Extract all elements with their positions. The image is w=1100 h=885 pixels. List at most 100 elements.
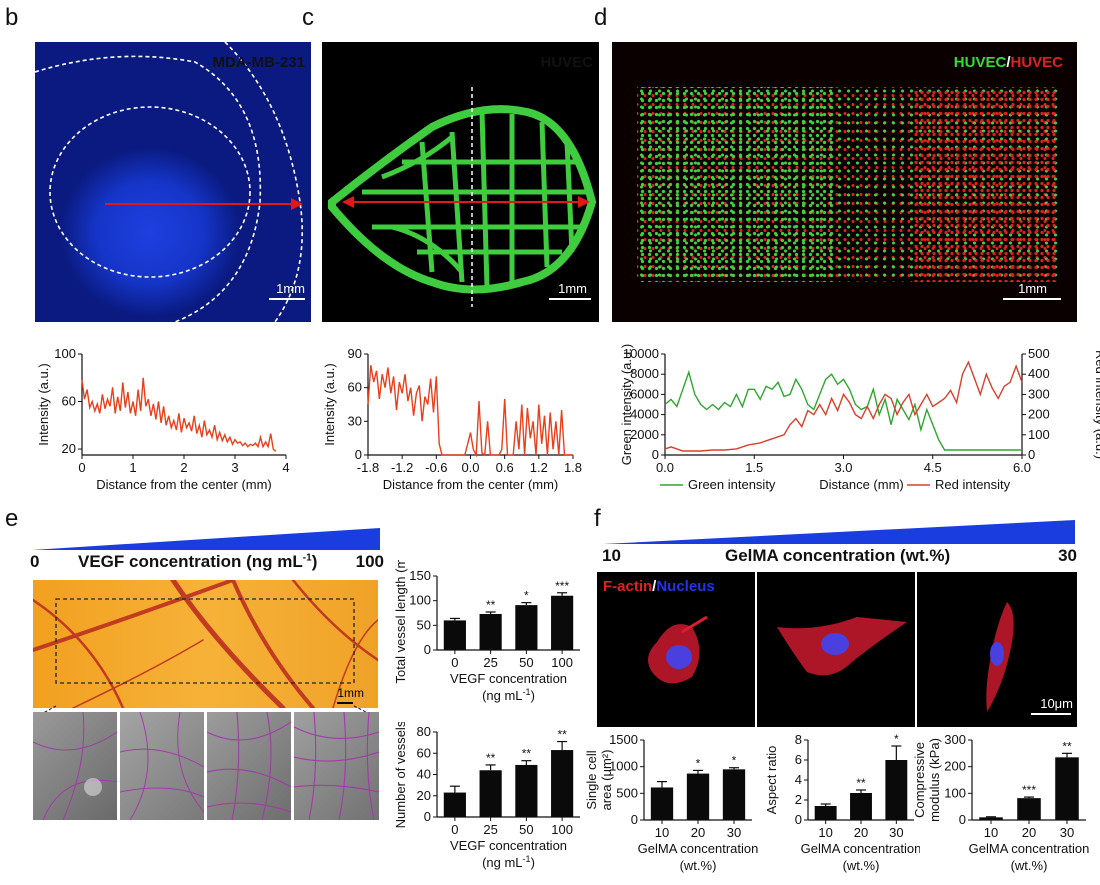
chart-intensity-c: -1.8 -1.2 -0.6 0.0 0.6 1.2 1.8 0 30 60 90 Intensity… <box>300 340 595 500</box>
y-tick-label: 100 <box>409 593 431 608</box>
stain-label-mda: MDA-MB-231 <box>212 54 305 71</box>
y-tick-label: 100 <box>54 346 76 361</box>
x-axis-label-line2: (wt.%) <box>1011 858 1048 873</box>
legend-label-red: Red intensity <box>935 477 1011 492</box>
bar <box>479 770 502 817</box>
stain-label-dual: HUVEC/HUVEC <box>954 54 1063 71</box>
y-tick-label: 20 <box>417 788 431 803</box>
bar <box>686 773 710 820</box>
x-tick-label: 100 <box>551 655 573 670</box>
cam-assay-image: 1mm <box>33 580 378 708</box>
x-tick-label: 0.6 <box>496 460 514 475</box>
scale-label-b: 1mm <box>276 281 305 296</box>
y-tick-label: 60 <box>417 745 431 760</box>
bar <box>650 787 674 820</box>
stain-label-nucleus: Nucleus <box>656 578 715 595</box>
x-tick-label: 3.0 <box>834 460 852 475</box>
y-tick-label: 0 <box>631 812 638 827</box>
y-axis-label: Number of vessels <box>393 722 408 828</box>
x-axis-label: GelMA concentration <box>801 841 920 856</box>
bar <box>885 760 908 820</box>
x-tick-label: 10 <box>818 825 832 840</box>
x-axis-label-end: ) <box>531 855 535 870</box>
y-tick-label: 0 <box>652 447 659 462</box>
y-tick-label: 60 <box>348 380 362 395</box>
significance-mark: ** <box>522 747 532 761</box>
vegf-label: VEGF concentration (ng mL-1) <box>78 552 317 572</box>
series-line <box>664 369 1022 451</box>
x-axis-label: VEGF concentration <box>450 671 567 686</box>
significance-mark: ** <box>486 598 496 612</box>
vessel-tracing-strip <box>33 712 379 820</box>
cell-image-gelma-10: F-actin/Nucleus <box>597 572 755 727</box>
vegf-label-end: ) <box>311 552 318 571</box>
vegf-label-sup: -1 <box>302 552 312 564</box>
y-tick-label: 90 <box>348 346 362 361</box>
bar <box>515 764 538 817</box>
x-tick-label: 0 <box>451 822 458 837</box>
x-axis-label: Distance from the center (mm) <box>96 477 272 492</box>
x-tick-label: 50 <box>519 822 533 837</box>
y-tick-label: 20 <box>62 441 76 456</box>
y-axis-label-line2: area (μm²) <box>599 750 614 811</box>
bar <box>1055 757 1079 820</box>
x-tick-label: 25 <box>483 822 497 837</box>
x-tick-label: 0.0 <box>461 460 479 475</box>
significance-mark: * <box>894 732 899 746</box>
y-tick-label: 500 <box>616 785 638 800</box>
significance-mark: ** <box>1062 739 1072 753</box>
cell-image-gelma-20 <box>757 572 915 727</box>
y-tick-label: 80 <box>417 724 431 739</box>
significance-mark: * <box>696 756 701 770</box>
y-axis-label: Single cell <box>584 750 599 809</box>
x-tick-label: 20 <box>1022 825 1036 840</box>
x-axis-label-line2: (wt.%) <box>680 858 717 873</box>
x-tick-label: 1 <box>129 460 136 475</box>
y-tick-label: 200 <box>944 759 966 774</box>
y-tick-label: 10000 <box>623 346 659 361</box>
bar <box>722 769 746 820</box>
stain-label-red: HUVEC <box>1010 54 1063 71</box>
y-axis-label: Compressive <box>912 742 927 818</box>
bar <box>979 817 1003 820</box>
y-tick-label: 0 <box>795 812 802 827</box>
x-tick-label: -1.2 <box>391 460 413 475</box>
x-tick-label: 4.5 <box>924 460 942 475</box>
significance-mark: *** <box>1022 783 1036 797</box>
x-axis-label-end: ) <box>531 688 535 703</box>
y-axis-label: Aspect ratio <box>764 746 779 815</box>
x-axis-label-line2: (ng mL-1) <box>482 687 535 703</box>
scale-label-e: 1mm <box>337 686 364 700</box>
bar <box>551 750 574 817</box>
x-tick-label: 1.2 <box>530 460 548 475</box>
y-tick-label: 0 <box>355 447 362 462</box>
x-tick-label: 0 <box>78 460 85 475</box>
scale-label-d: 1mm <box>1018 281 1047 296</box>
y-tick-label: 1500 <box>609 732 638 747</box>
chart-vessel-number: 0 20 40 60 80 0 ** 25 ** 50 ** 100 VEGF concentratio… <box>385 720 590 877</box>
x-axis-label-sup: -1 <box>523 854 531 864</box>
y-tick-label-right: 0 <box>1028 447 1035 462</box>
series-line <box>81 377 277 452</box>
x-axis-label: GelMA concentration <box>969 841 1090 856</box>
y-tick-label: 6000 <box>630 386 659 401</box>
x-tick-label: 30 <box>727 825 741 840</box>
y-tick-label: 8 <box>795 732 802 747</box>
x-tick-label: 2 <box>180 460 187 475</box>
x-tick-label: 0.0 <box>656 460 674 475</box>
y-tick-label: 1000 <box>609 759 638 774</box>
x-tick-label: 100 <box>551 822 573 837</box>
y-tick-label-right: 500 <box>1028 346 1050 361</box>
bar <box>443 792 466 817</box>
y-axis-label: Total vessel length (mm) <box>393 560 408 683</box>
scale-label-f: 10μm <box>1040 696 1073 711</box>
bar <box>850 793 872 820</box>
y-tick-label: 2 <box>795 792 802 807</box>
significance-mark: * <box>732 754 737 768</box>
x-tick-label: 10 <box>655 825 669 840</box>
x-axis-label: GelMA concentration <box>638 841 759 856</box>
x-tick-label: 20 <box>691 825 705 840</box>
bar <box>479 613 502 650</box>
panel-label-c: c <box>302 4 314 31</box>
x-tick-label: 3 <box>231 460 238 475</box>
